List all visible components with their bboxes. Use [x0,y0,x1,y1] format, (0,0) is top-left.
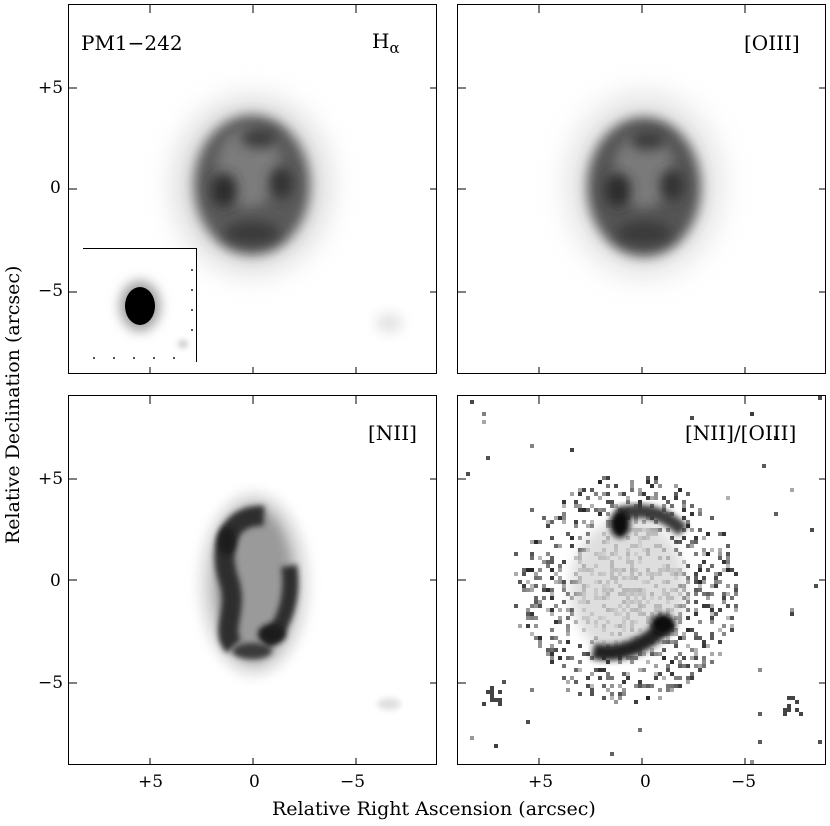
nii-oiii-ratio-label: [NII]/[OIII] [685,421,797,445]
nii-image [69,396,436,764]
x-tick-label: −5 [340,772,366,792]
x-tick-label: 0 [249,772,260,792]
inset-image [83,248,197,362]
inset-star-image [93,269,193,359]
y-tick-label: 0 [50,571,61,591]
oiii-panel: [OIII] [457,4,826,374]
nii-oiii-ratio-image [458,396,825,764]
y-tick-label: +5 [38,469,64,489]
h-alpha-image [69,5,436,373]
oiii-label: [OIII] [744,31,800,55]
y-tick-label: 0 [50,178,61,198]
oiii-image [458,5,825,373]
y-tick-label: −5 [38,673,64,693]
y-axis-title: Relative Declination (arcsec) [2,265,24,544]
x-tick-label: 0 [640,772,651,792]
y-tick-label: −5 [38,281,64,301]
nii-panel: [NII] [68,395,437,765]
h-alpha-label: Hα [372,31,400,58]
nii-oiii-ratio-panel: [NII]/[OIII] [457,395,826,765]
x-tick-label: +5 [528,772,554,792]
x-tick-label: +5 [138,772,164,792]
h-alpha-line: H [372,29,390,53]
x-axis-title: Relative Right Ascension (arcsec) [272,798,596,820]
object-name-label: PM1−242 [81,31,183,55]
nii-label: [NII] [368,421,417,445]
x-tick-label: −5 [731,772,757,792]
h-alpha-subscript: α [389,39,400,57]
y-tick-label: +5 [38,78,64,98]
h-alpha-panel: PM1−242 Hα [68,4,437,374]
